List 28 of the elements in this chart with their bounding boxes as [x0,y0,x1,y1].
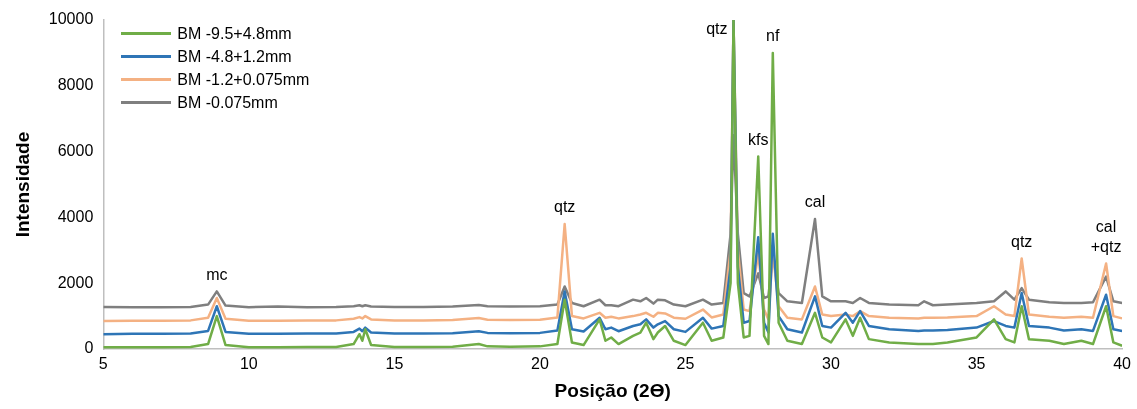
x-tick-label: 35 [967,355,986,373]
x-tick-label: 20 [531,355,549,373]
x-tick-label: 30 [822,355,841,373]
legend-label: BM -4.8+1.2mm [177,47,292,66]
annotation: qtz [1011,232,1033,250]
legend-label: BM -1.2+0.075mm [177,70,310,89]
y-tick-label: 2000 [57,273,94,291]
annotation: cal [804,193,826,211]
annotation: qtz [554,198,576,216]
annotation: kfs [748,130,769,148]
y-tick-label: 8000 [57,76,94,94]
y-tick-label: 6000 [57,142,94,160]
annotation: mc [206,265,228,283]
legend-label: BM -0.075mm [177,93,278,112]
x-tick-label: 5 [98,355,108,373]
y-tick-label: 0 [84,339,94,357]
y-tick-label: 10000 [48,10,94,28]
x-tick-label: 40 [1113,355,1132,373]
x-tick-label: 10 [239,355,258,373]
x-axis-title: Posição (2ϴ) [554,379,671,401]
annotation: cal +qtz [1090,217,1122,255]
x-tick-label: 15 [385,355,404,373]
x-tick-label: 25 [676,355,695,373]
annotation: nf [766,27,781,45]
y-axis-title: Intensidade [11,131,33,238]
legend-label: BM -9.5+4.8mm [177,24,292,43]
annotation: qtz [706,20,728,38]
y-tick-label: 4000 [57,207,94,225]
